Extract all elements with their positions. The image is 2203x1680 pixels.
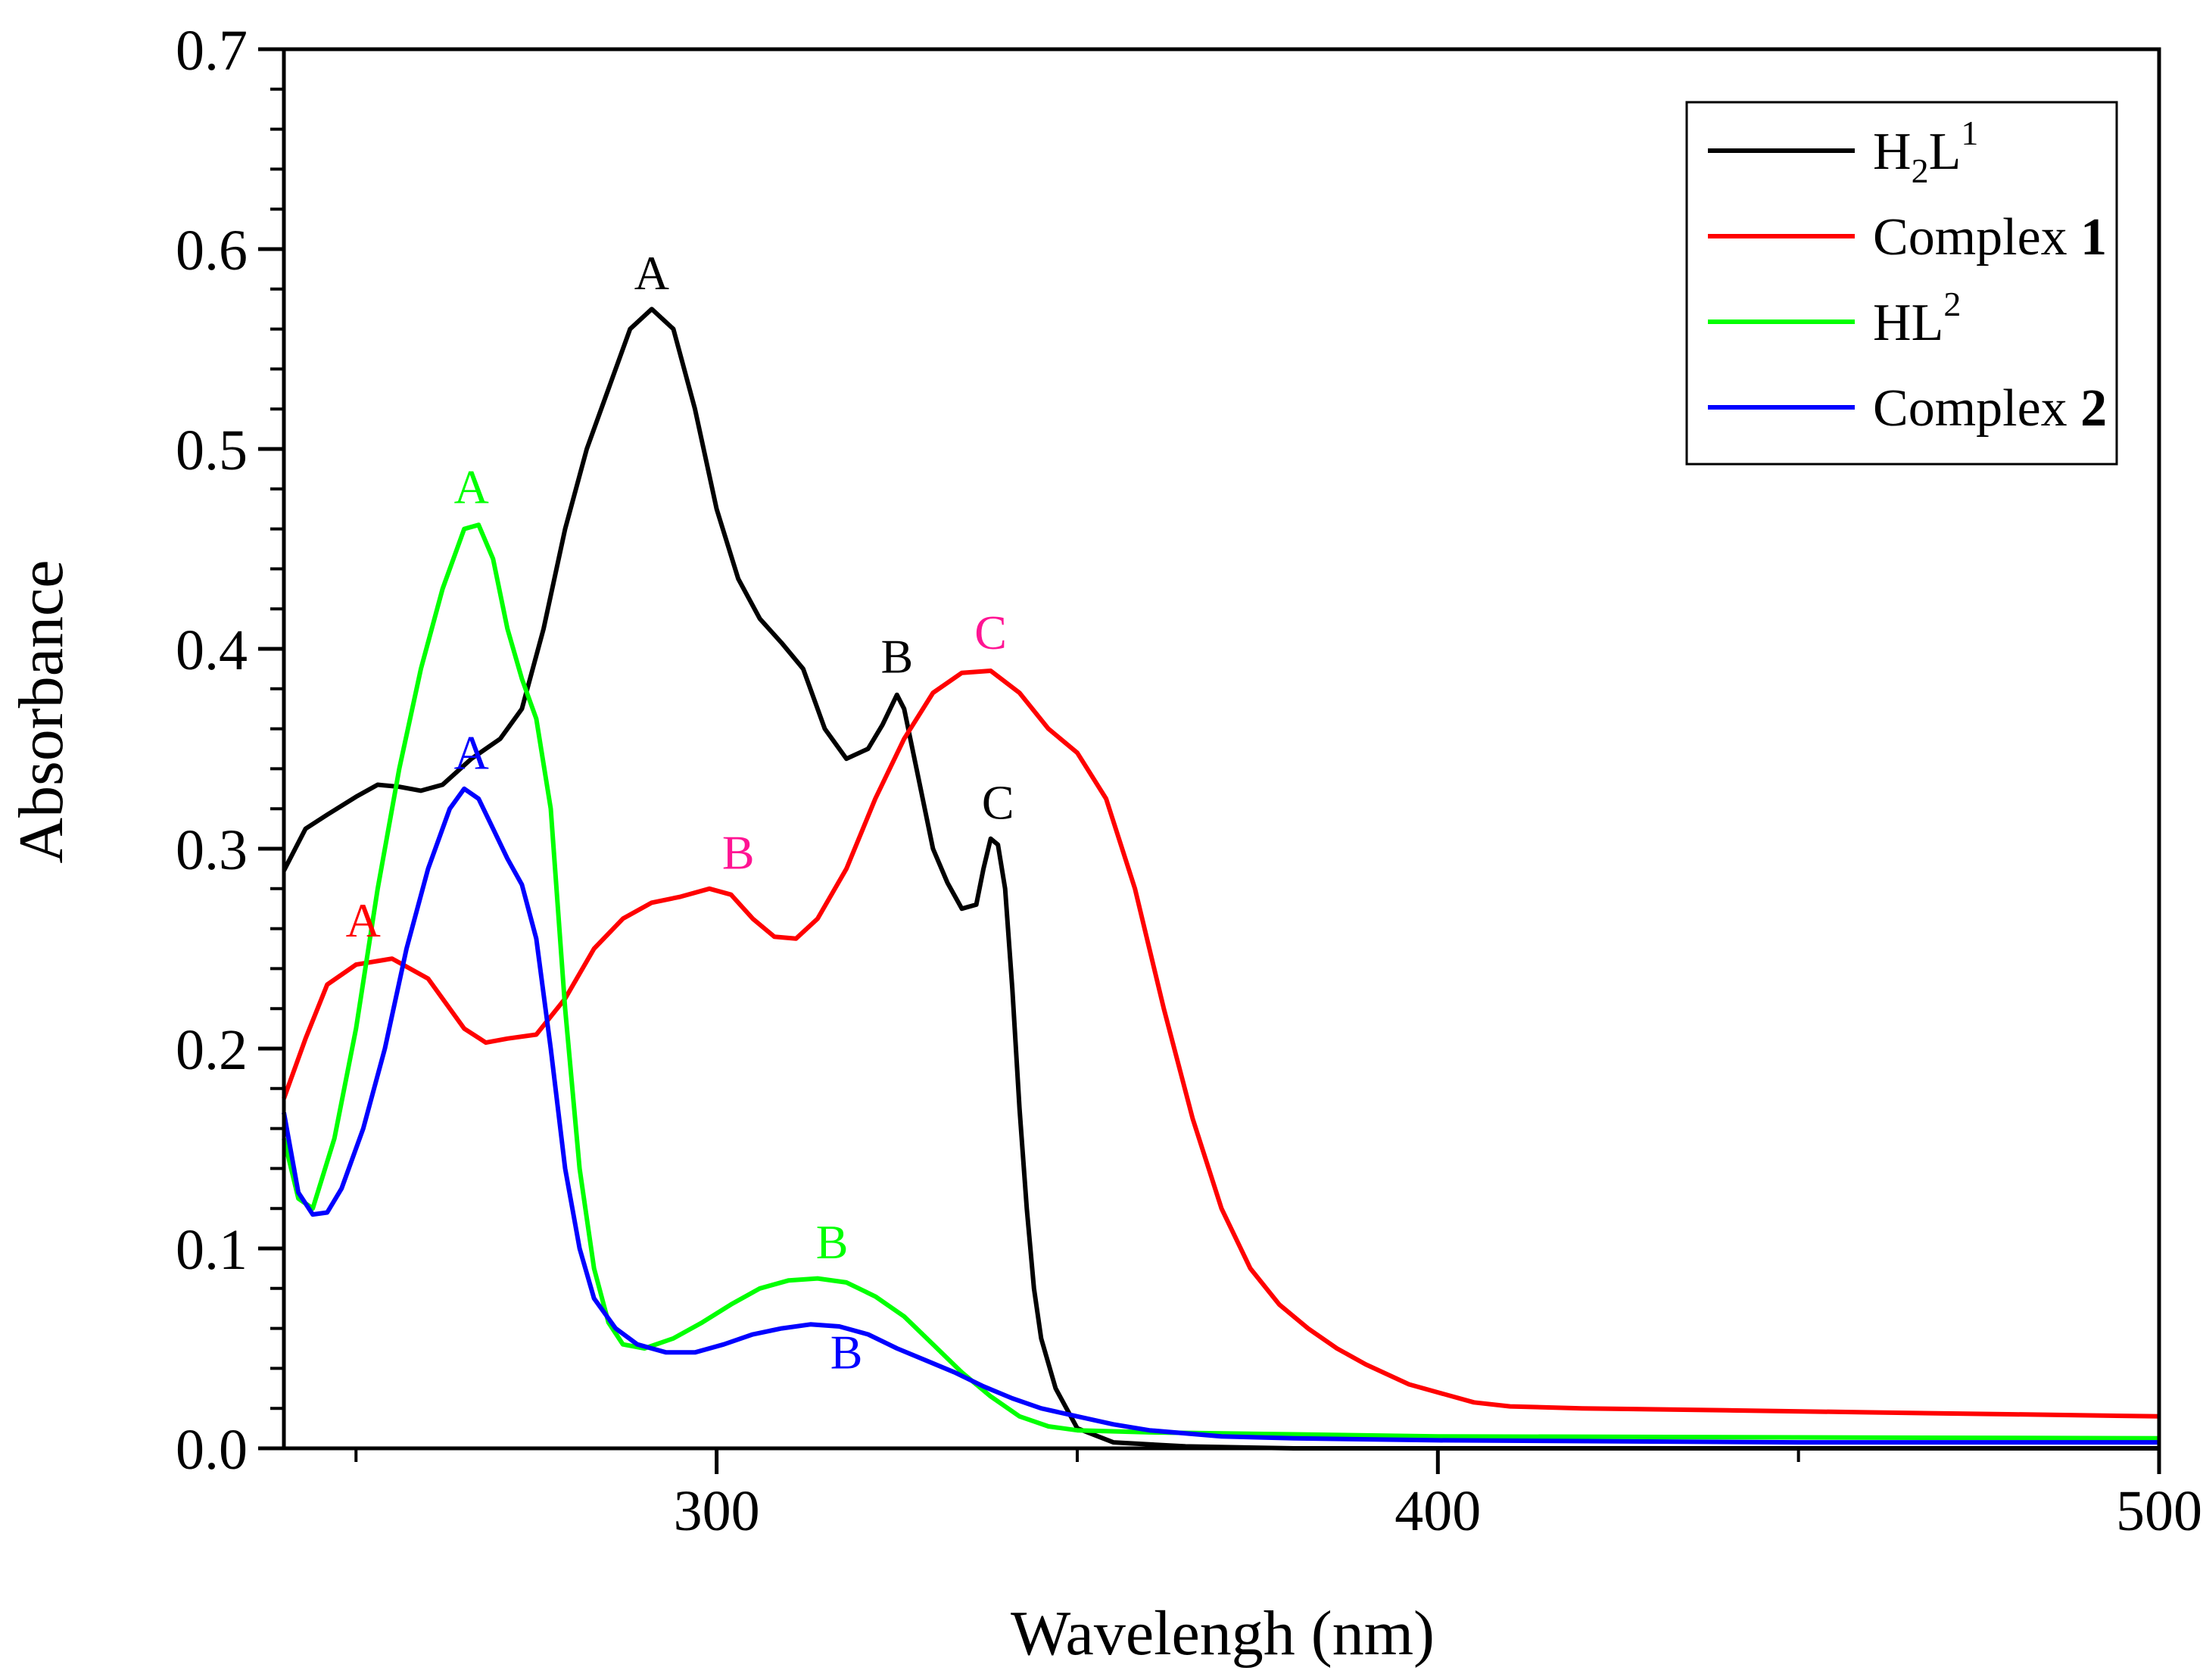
y-tick-label: 0.0 bbox=[176, 1418, 248, 1482]
peak-annotations: A B C A B C A B A B bbox=[346, 246, 1014, 1379]
peak-label: A bbox=[346, 893, 381, 947]
y-axis-label: Absorbance bbox=[6, 559, 76, 863]
peak-label: B bbox=[816, 1215, 849, 1269]
legend-entry: H2L1 bbox=[1873, 114, 1978, 190]
peak-label: C bbox=[982, 775, 1014, 829]
peak-label: B bbox=[830, 1325, 863, 1379]
plot-frame bbox=[282, 47, 2161, 1451]
x-axis-label: Wavelengh (nm) bbox=[1011, 1598, 1435, 1669]
legend-box bbox=[1685, 101, 2118, 466]
y-tick-label: 0.4 bbox=[176, 619, 248, 682]
y-tick-label: 0.1 bbox=[176, 1218, 248, 1282]
y-tick-label: 0.2 bbox=[176, 1018, 248, 1082]
y-tick-label: 0.5 bbox=[176, 419, 248, 482]
axes: 0.0 0.1 0.2 0.3 0.4 0.5 0.6 0.7 300 400 500 bbox=[176, 19, 2202, 1543]
series-line-4 bbox=[282, 786, 2159, 1445]
series-layer bbox=[282, 307, 2160, 1451]
peak-label: A bbox=[634, 246, 669, 300]
peak-label: A bbox=[454, 460, 489, 513]
peak-label: A bbox=[454, 725, 489, 779]
y-tick-label: 0.3 bbox=[176, 818, 248, 882]
x-tick-label: 400 bbox=[1394, 1479, 1481, 1543]
series-line-1 bbox=[282, 307, 2159, 1451]
legend-entry: Complex 2 bbox=[1873, 379, 2107, 438]
peak-label: B bbox=[722, 825, 755, 879]
y-tick-label: 0.6 bbox=[176, 219, 248, 282]
legend: H2L1 Complex 1 HL2 Complex 2 bbox=[1685, 101, 2118, 466]
legend-entry: HL2 bbox=[1873, 285, 1961, 352]
series-line-2 bbox=[282, 669, 2160, 1419]
x-tick-label: 500 bbox=[2116, 1479, 2202, 1543]
legend-entry: Complex 1 bbox=[1873, 208, 2107, 266]
y-tick-label: 0.7 bbox=[176, 19, 248, 83]
peak-label: C bbox=[974, 606, 1007, 659]
peak-label: B bbox=[880, 630, 913, 684]
x-tick-label: 300 bbox=[674, 1479, 760, 1543]
series-line-3 bbox=[282, 522, 2160, 1441]
